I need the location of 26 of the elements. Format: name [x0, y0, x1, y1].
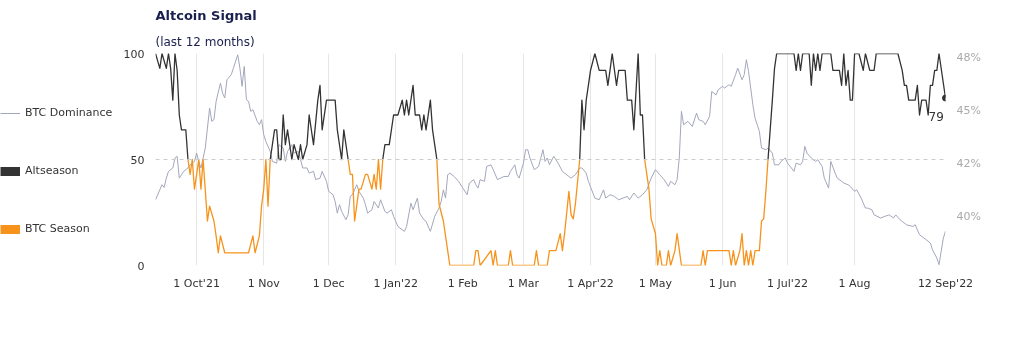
- legend-label: BTC Dominance: [25, 106, 113, 119]
- legend-label: BTC Season: [25, 222, 90, 235]
- x-tick-label: 1 Feb: [447, 276, 478, 290]
- x-tick-label: 1 Jul'22: [767, 276, 808, 290]
- x-tick-label: 1 Aug: [838, 276, 871, 290]
- y2-tick-label: 42%: [956, 157, 981, 171]
- y-tick-label: 100: [123, 47, 145, 61]
- x-tick-label: 1 Jun: [708, 276, 737, 290]
- legend-label: Altseason: [25, 164, 80, 177]
- x-tick-label: 1 Oct'21: [173, 276, 220, 290]
- y-tick-label: 50: [130, 153, 145, 167]
- x-tick-label: 1 Dec: [312, 276, 345, 290]
- chart-subtitle: (last 12 months): [155, 34, 255, 49]
- y-tick-label: 0: [137, 259, 145, 273]
- annotation: 79: [928, 110, 944, 125]
- x-tick-label: 12 Sep'22: [917, 276, 974, 290]
- x-tick-label: 1 Nov: [247, 276, 281, 290]
- x-tick-label: 1 Jan'22: [373, 276, 418, 290]
- chart-title: Altcoin Signal: [155, 7, 257, 23]
- y2-tick-label: 40%: [956, 210, 981, 224]
- y2-tick-label: 48%: [956, 51, 981, 65]
- x-tick-label: 1 Apr'22: [567, 276, 614, 290]
- line-series: [155, 54, 946, 266]
- y2-tick-label: 45%: [956, 104, 981, 118]
- x-tick-label: 1 Mar: [507, 276, 540, 290]
- x-tick-label: 1 May: [638, 276, 673, 290]
